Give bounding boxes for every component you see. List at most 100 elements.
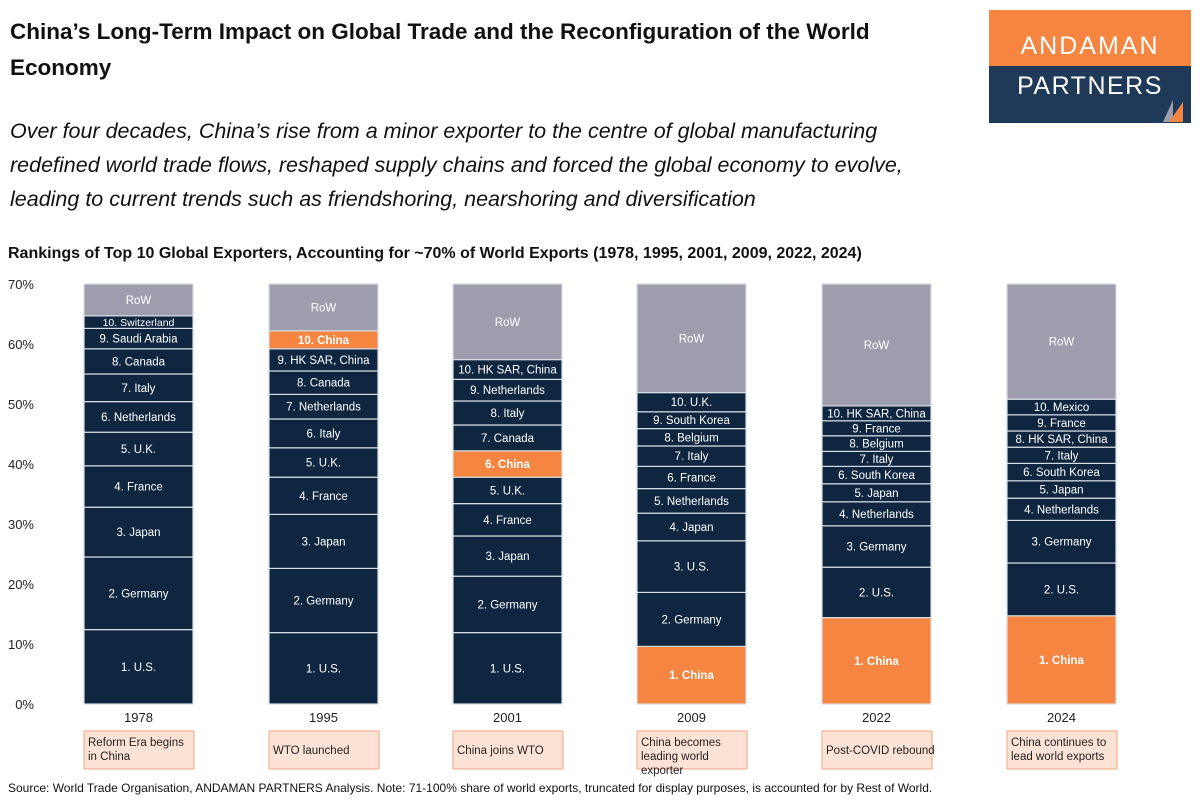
annotation-text: China continues to [1011,737,1106,749]
segment-label: 9. Saudi Arabia [99,334,178,346]
stacked-bar-chart: 0% 10% 20% 30% 40% 50% 60% 70% 1. U.S. 2. Germany… [8,277,1118,777]
bar-segment [268,393,379,420]
segment-label: 6. France [667,473,716,485]
annotation-text: China joins WTO [457,745,544,757]
segment-label: 1. China [1039,655,1084,667]
bar-segment [268,418,379,449]
segment-label: 2. U.S. [1044,584,1079,596]
annotation-box [452,730,564,770]
annotation-box [821,730,933,770]
segment-label: 1. U.S. [490,663,525,675]
segment-label: 8. HK SAR, China [1015,434,1108,446]
bar-segment [636,645,747,705]
segment-label: 5. U.K. [306,458,341,470]
annotation-box [83,730,195,770]
bar-segment [452,575,563,634]
bar-segment [83,401,194,433]
segment-label: 2. Germany [661,614,721,626]
segment-label: RoW [1049,337,1075,349]
bar-segment [636,540,747,593]
y-tick-label: 0% [15,697,34,712]
annotation-text: WTO launched [273,745,350,757]
bar-segment [268,631,379,705]
bar-segment [452,535,563,577]
bar-segment [821,566,932,619]
bar-segment [636,512,747,542]
annotation-text: in China [88,751,131,763]
bar-segment [83,283,194,317]
logo-bottom: PARTNERS [989,66,1191,123]
segment-label: 10. China [298,335,350,347]
segment-label: 5. Netherlands [654,496,729,508]
segment-label: 3. Japan [485,551,529,563]
segment-label: 6. South Korea [838,470,915,482]
bar-segment [268,513,379,570]
y-tick-label: 20% [8,577,34,592]
segment-label: 8. Canada [297,378,351,390]
y-tick-label: 40% [8,457,34,472]
annotation-text: China becomes [641,737,721,749]
annotation-text: leading world [641,751,709,763]
segment-label: RoW [495,317,521,329]
segment-label: 9. South Korea [653,415,730,427]
segment-label: 2. Germany [108,588,168,600]
bar-segment [268,283,379,332]
segment-label: 4. France [483,515,532,527]
segment-label: 1. U.S. [306,663,341,675]
segment-label: RoW [864,340,890,352]
segment-label: 7. Italy [1045,450,1079,462]
segment-label: 6. China [485,459,530,471]
logo-top: ANDAMAN [989,10,1191,66]
bar-segment [268,447,379,478]
bar-segment [268,567,379,634]
segment-label: 7. Italy [675,451,709,463]
segment-label: 3. Japan [116,527,160,539]
bar-segment [83,431,194,467]
bar-segment [452,400,563,426]
annotation-text: Post-COVID rebound [826,745,935,757]
segment-label: 10. Mexico [1034,402,1090,414]
segment-label: 10. HK SAR, China [827,408,926,420]
segment-label: 10. U.K. [671,397,713,409]
bar-segment [1006,615,1117,705]
segment-label: 4. Netherlands [1024,504,1099,516]
bar-segment [636,283,747,394]
bar-segment [452,283,563,361]
bar-segment [452,450,563,478]
bar-segment [1006,283,1117,400]
segment-label: 2. Germany [293,596,353,608]
segment-label: 7. Italy [860,454,894,466]
segment-label: 6. Netherlands [101,412,176,424]
segment-label: 3. Japan [301,536,345,548]
bar-segment [452,503,563,537]
bar-segment [83,628,194,705]
segment-label: 9. France [852,423,901,435]
segment-label: RoW [679,333,705,345]
bar-segment [821,283,932,407]
annotation-box [1006,730,1118,770]
source-note: Source: World Trade Organisation, ANDAMA… [8,781,933,795]
segment-label: 7. Italy [122,383,156,395]
segment-label: RoW [126,295,152,307]
segment-label: 2. U.S. [859,587,894,599]
segment-label: 4. France [299,491,348,503]
y-tick-label: 30% [8,517,34,532]
page-subtitle: Over four decades, China’s rise from a m… [10,119,903,211]
segment-label: 10. Switzerland [103,317,175,329]
segment-label: 9. France [1037,418,1086,430]
segment-label: 6. South Korea [1023,467,1100,479]
segment-label: RoW [311,302,337,314]
bar-segment [83,556,194,631]
segment-label: 5. U.K. [490,485,525,497]
bar-segment [83,506,194,558]
x-tick-label: 2009 [677,710,706,725]
segment-label: 3. U.S. [674,562,709,574]
segment-label: 7. Canada [481,433,535,445]
annotation-box [636,730,748,770]
page-title: China’s Long-Term Impact on Global Trade… [10,19,870,80]
segment-label: 4. Netherlands [839,509,914,521]
segment-label: 5. Japan [1039,485,1083,497]
bar-segment [452,476,563,505]
chart-title: Rankings of Top 10 Global Exporters, Acc… [8,245,862,262]
